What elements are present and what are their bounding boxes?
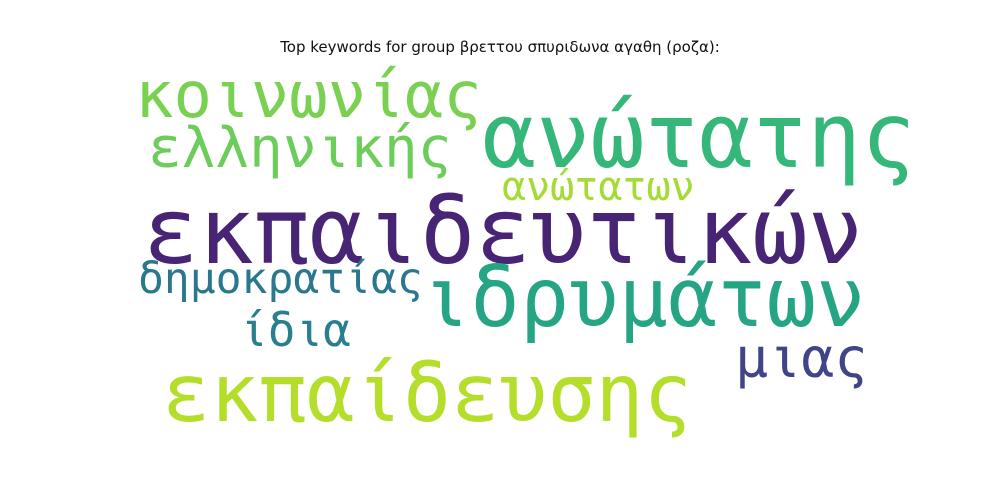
word-idia: ίδια [240, 303, 351, 357]
word-koinonias: κοινωνίας [135, 59, 482, 133]
word-mias: μιας [735, 326, 868, 390]
word-anotaton: ανώτατων [502, 164, 695, 210]
word-ellinikis: ελληνικής [148, 116, 452, 181]
word-idrymaton: ιδρυμάτων [421, 251, 866, 346]
word-anotatis: ανώτατης [482, 84, 916, 189]
page-title: Top keywords for group βρεττου σπυριδωνα… [280, 38, 720, 56]
word-ekpaideutikon: εκπαιδευτικών [143, 178, 864, 285]
word-ekpaideusis: εκπαίδευσης [162, 347, 692, 440]
word-dimokratias: δημοκρατίας [138, 254, 423, 304]
